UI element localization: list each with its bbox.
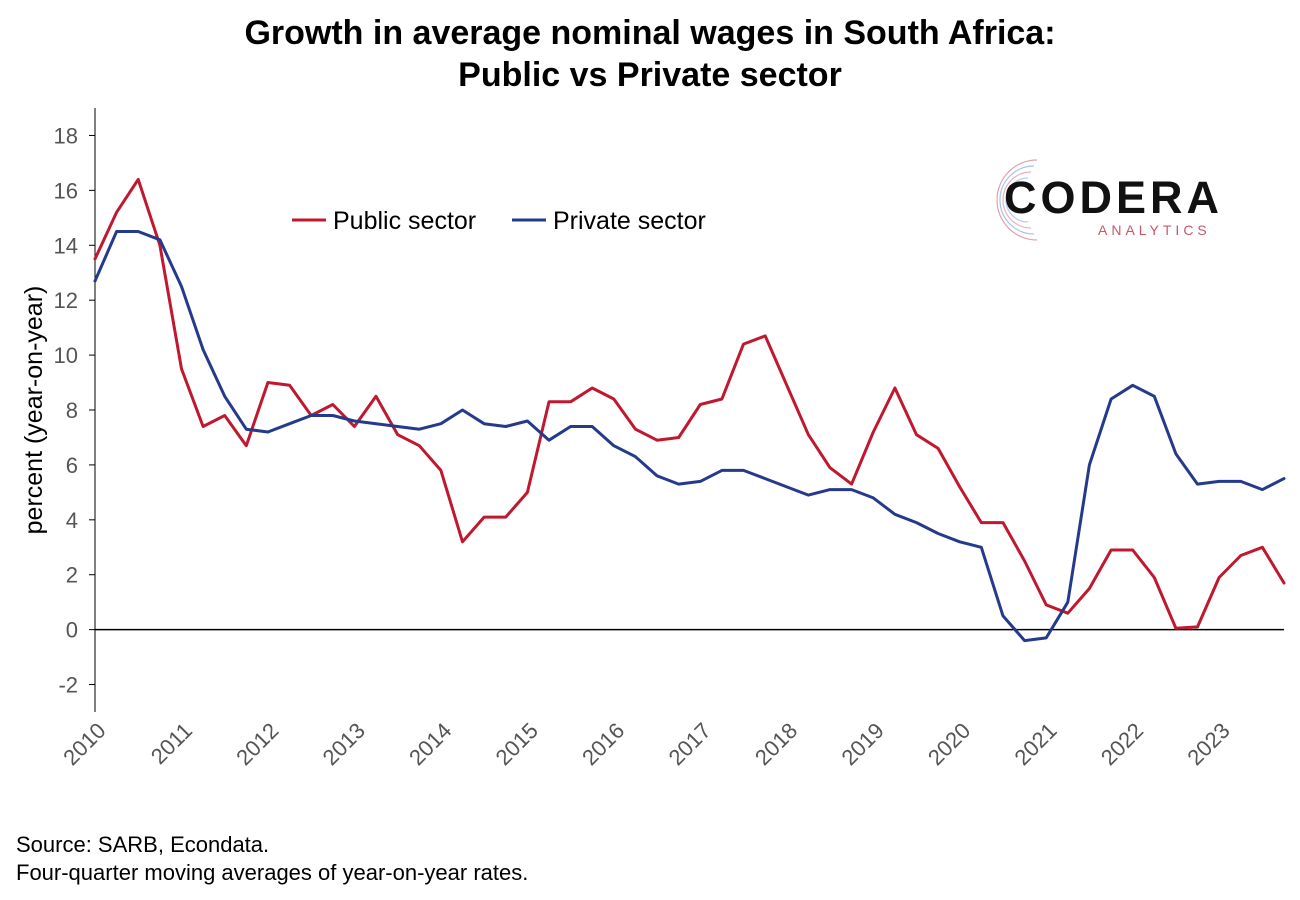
x-tick-label: 2020 <box>923 718 975 770</box>
legend-label: Private sector <box>553 207 706 235</box>
x-tick-label: 2014 <box>404 718 456 770</box>
x-tick-label: 2023 <box>1182 718 1234 770</box>
x-tick-label: 2022 <box>1096 718 1148 770</box>
title-line-2: Public vs Private sector <box>458 56 842 94</box>
codera-logo: CODERA ANALYTICS <box>982 152 1242 247</box>
x-tick-label: 2013 <box>318 718 370 770</box>
y-tick-label: 4 <box>66 508 78 533</box>
x-tick-label: 2015 <box>491 718 543 770</box>
chart-title: Growth in average nominal wages in South… <box>0 12 1300 96</box>
y-tick-label: 14 <box>54 233 78 258</box>
y-tick-label: 16 <box>54 178 78 203</box>
y-tick-label: 2 <box>66 563 78 588</box>
y-tick-label: 18 <box>54 123 78 148</box>
x-tick-label: 2021 <box>1009 718 1061 770</box>
y-tick-label: 10 <box>54 343 78 368</box>
y-tick-label: 8 <box>66 398 78 423</box>
x-tick-label: 2018 <box>750 718 802 770</box>
x-tick-label: 2019 <box>836 718 888 770</box>
x-tick-label: 2010 <box>58 718 110 770</box>
y-tick-label: 0 <box>66 618 78 643</box>
logo-subtext: ANALYTICS <box>1098 222 1211 238</box>
logo-wordmark: CODERA <box>1004 172 1224 223</box>
x-tick-label: 2017 <box>664 718 716 770</box>
logo-swirl-icon <box>996 159 1038 241</box>
x-tick-label: 2012 <box>231 718 283 770</box>
y-axis-label: percent (year-on-year) <box>20 286 48 535</box>
methodology-note: Four-quarter moving averages of year-on-… <box>16 860 529 885</box>
title-line-1: Growth in average nominal wages in South… <box>244 14 1056 52</box>
source-note: Source: SARB, Econdata. <box>16 832 270 857</box>
series-line-public <box>93 177 1286 630</box>
y-tick-label: 12 <box>54 288 78 313</box>
y-tick-label: -2 <box>58 673 78 698</box>
y-tick-label: 6 <box>66 453 78 478</box>
x-tick-label: 2016 <box>577 718 629 770</box>
x-tick-label: 2011 <box>146 718 197 769</box>
legend-label: Public sector <box>333 207 476 235</box>
series-line-private <box>93 230 1286 643</box>
